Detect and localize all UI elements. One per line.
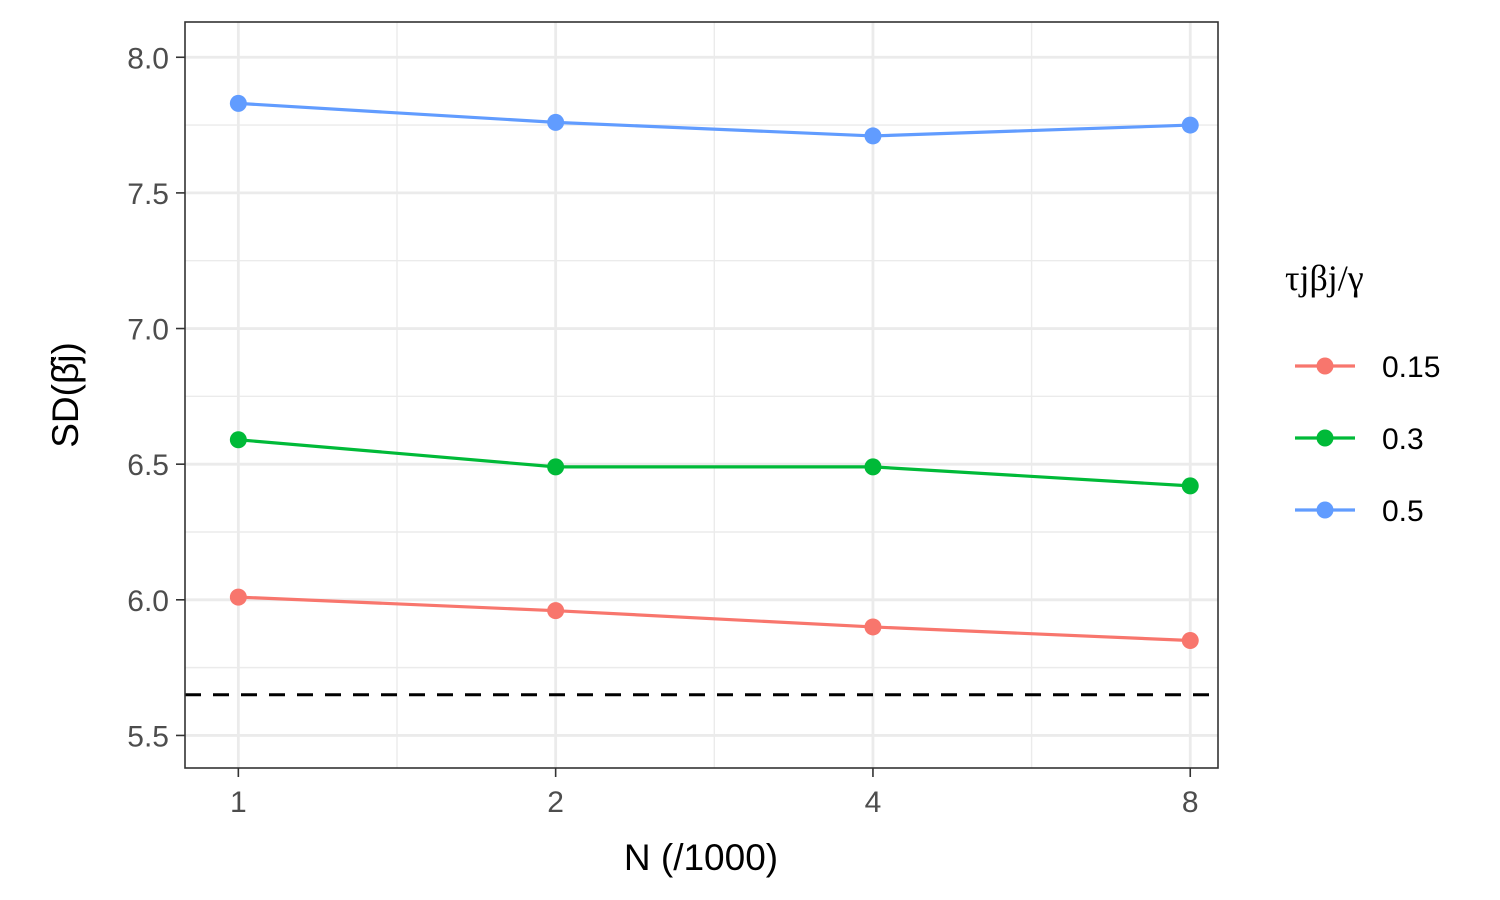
series-line-0.5 (238, 101, 1191, 138)
x-tick-label: 4 (865, 786, 882, 819)
data-point-0.5 (547, 113, 565, 131)
legend-title: τjβj/γ (1285, 258, 1364, 298)
y-axis-title-text: SD(β̂j) (45, 342, 86, 448)
legend-key-point (1316, 429, 1334, 447)
axis-ticks: 5.5 6.0 6.5 7.0 7.5 8.0 1 2 4 8 (127, 42, 1198, 819)
y-tick-label: 6.5 (127, 449, 169, 482)
y-tick-label: 8.0 (127, 42, 169, 75)
x-tick-label: 8 (1182, 786, 1199, 819)
grid-major (185, 22, 1218, 768)
x-tick-label: 2 (547, 786, 564, 819)
data-point-0.3 (229, 431, 247, 449)
data-point-0.15 (864, 618, 882, 636)
data-point-0.3 (1181, 477, 1199, 495)
data-point-0.15 (229, 588, 247, 606)
data-point-0.5 (864, 127, 882, 145)
data-point-0.3 (864, 458, 882, 476)
series-line-0.15 (238, 595, 1191, 643)
legend-key-point (1316, 357, 1334, 375)
data-point-0.5 (1181, 116, 1199, 134)
legend-key-point (1316, 501, 1334, 519)
legend-label: 0.5 (1382, 495, 1424, 528)
x-axis-title: N (/1000) (624, 837, 778, 878)
y-tick-label: 7.5 (127, 178, 169, 211)
series-group (229, 94, 1199, 650)
y-tick-label: 6.0 (127, 585, 169, 618)
legend: 0.15 0.3 0.5 (1295, 351, 1440, 528)
data-point-0.3 (547, 458, 565, 476)
series-line-0.3 (238, 438, 1191, 488)
data-point-0.15 (547, 602, 565, 620)
x-tick-label: 1 (230, 786, 247, 819)
y-axis-title: SD(β̂j) (45, 342, 86, 448)
data-point-0.15 (1181, 632, 1199, 650)
legend-label: 0.3 (1382, 423, 1424, 456)
grid-minor (185, 22, 1218, 768)
plot-panel-border (184, 21, 1219, 769)
y-tick-label: 5.5 (127, 720, 169, 753)
data-point-0.5 (229, 94, 247, 112)
y-tick-label: 7.0 (127, 314, 169, 347)
legend-label: 0.15 (1382, 351, 1440, 384)
